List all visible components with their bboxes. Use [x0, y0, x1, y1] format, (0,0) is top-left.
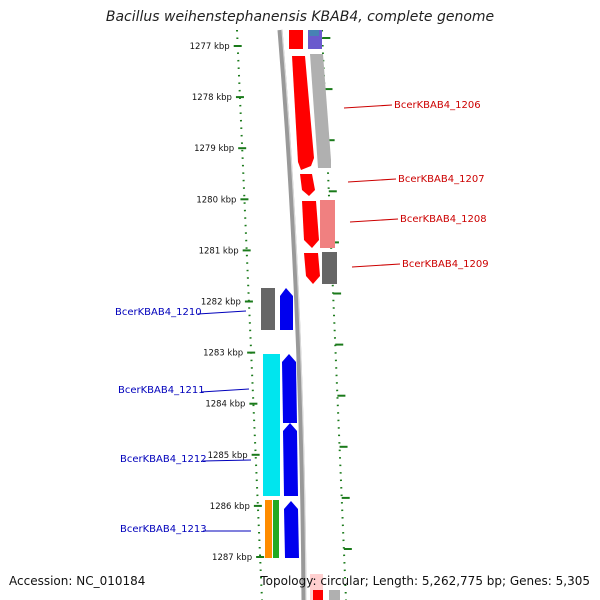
inner-ruler-track: [236, 29, 263, 600]
gene-bcerkbab4-1209-grey[interactable]: [322, 252, 337, 284]
gene-label-1211[interactable]: BcerKBAB4_1211: [118, 385, 205, 396]
gene-bcerkbab4-1210-grey[interactable]: [261, 288, 275, 330]
gene-bcerkbab4-1211-cyan[interactable]: [263, 354, 280, 496]
tick-label: 1283 kbp: [203, 349, 243, 359]
gene-label-1213[interactable]: BcerKBAB4_1213: [120, 524, 207, 535]
gene-bcerkbab4-1212-blue[interactable]: [283, 423, 298, 496]
callout-line-1209: [351, 263, 401, 268]
gene-label-1210[interactable]: BcerKBAB4_1210: [115, 307, 202, 318]
callout-line-1212: [202, 459, 252, 462]
callout-line-1208: [349, 218, 399, 223]
gene-bcerkbab4-1210-blue[interactable]: [280, 288, 293, 330]
tick-label: 1280 kbp: [196, 195, 236, 205]
gene-forward-top-steel[interactable]: [309, 30, 319, 36]
genome-backbone-highlight: [281, 29, 307, 600]
tick-label: 1287 kbp: [212, 553, 252, 563]
tick-label: 1279 kbp: [194, 144, 234, 154]
tick-label: 1284 kbp: [205, 400, 245, 410]
gene-label-1208[interactable]: BcerKBAB4_1208: [400, 214, 487, 225]
tick-label: 1277 kbp: [190, 42, 230, 52]
bottom-partial-genes: [310, 574, 340, 600]
tick-label: 1282 kbp: [201, 298, 241, 308]
tick-label: 1278 kbp: [192, 93, 232, 103]
callout-line-1207: [347, 178, 397, 183]
gene-label-1207[interactable]: BcerKBAB4_1207: [398, 174, 485, 185]
gene-bottom-grey[interactable]: [329, 590, 340, 600]
gene-bcerkbab4-1207[interactable]: [300, 174, 315, 196]
forward-strand-genes: [289, 30, 337, 284]
outer-ruler-track: [321, 29, 347, 600]
reverse-strand-genes: [261, 288, 299, 558]
gene-bcerkbab4-1208-pink[interactable]: [320, 200, 335, 248]
gene-label-1209[interactable]: BcerKBAB4_1209: [402, 259, 489, 270]
map-title: Bacillus weihenstephanensis KBAB4, compl…: [105, 9, 495, 25]
gene-forward-top[interactable]: [289, 30, 303, 49]
callout-line-1210: [197, 310, 247, 315]
gene-label-1212[interactable]: BcerKBAB4_1212: [120, 454, 207, 465]
tick-label: 1281 kbp: [199, 246, 239, 256]
gene-bcerkbab4-1213-green[interactable]: [273, 500, 279, 558]
gene-bcerkbab4-1209-red[interactable]: [304, 253, 320, 284]
gene-bcerkbab4-1206-grey[interactable]: [310, 54, 331, 168]
gene-bottom-red[interactable]: [313, 590, 323, 600]
gene-bcerkbab4-1211-blue[interactable]: [282, 354, 297, 423]
gene-label-1206[interactable]: BcerKBAB4_1206: [394, 100, 481, 111]
callout-line-1211: [200, 388, 250, 393]
callout-line-1206: [343, 104, 393, 109]
gene-label-callouts: BcerKBAB4_1206 BcerKBAB4_1207 BcerKBAB4_…: [115, 100, 489, 535]
topology-info: Topology: circular; Length: 5,262,775 bp…: [260, 574, 590, 588]
ruler-ticks: 1277 kbp 1278 kbp 1279 kbp 1280 kbp 1281 kbp…: [190, 37, 352, 563]
ruler-tracks: [236, 29, 347, 600]
gene-bcerkbab4-1213-blue[interactable]: [284, 501, 299, 558]
genome-backbone: [277, 29, 307, 600]
accession-text: Accession: NC_010184: [9, 574, 146, 588]
gene-bcerkbab4-1213-orange[interactable]: [265, 500, 272, 558]
tick-label: 1286 kbp: [210, 502, 250, 512]
tick-label: 1285 kbp: [208, 451, 248, 461]
gene-bcerkbab4-1208-red[interactable]: [302, 201, 319, 248]
gene-bcerkbab4-1206-red[interactable]: [292, 56, 314, 170]
